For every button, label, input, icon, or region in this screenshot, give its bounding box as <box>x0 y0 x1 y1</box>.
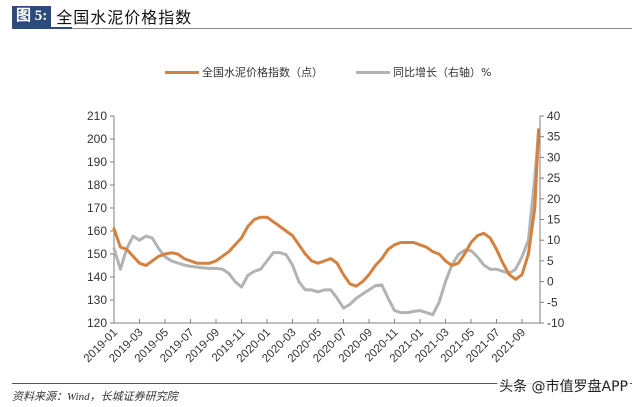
figure-header: 图 5: 全国水泥价格指数 <box>12 5 192 27</box>
left-y-tick-label: 120 <box>87 316 107 330</box>
right-y-tick-label: 15 <box>547 213 561 227</box>
left-y-tick-label: 210 <box>87 109 107 123</box>
left-y-tick-label: 200 <box>87 132 107 146</box>
chart-legend: 全国水泥价格指数（点） 同比增长（右轴）% <box>0 64 640 80</box>
source-note: 资料来源：Wind，长城证券研究院 <box>12 391 178 403</box>
legend-item-index: 全国水泥价格指数（点） <box>165 64 323 80</box>
legend-swatch-orange <box>165 70 199 74</box>
legend-label-index: 全国水泥价格指数（点） <box>202 66 323 79</box>
chart-lines <box>112 128 541 317</box>
right-y-tick-label: 30 <box>547 150 561 164</box>
right-y-tick-label: 40 <box>547 109 561 123</box>
left-y-tick-label: 170 <box>87 201 107 215</box>
header-divider-accent <box>12 27 72 29</box>
right-y-tick-label: -5 <box>547 295 558 309</box>
figure-title: 全国水泥价格指数 <box>56 8 193 27</box>
right-y-tick-label: 35 <box>547 130 561 144</box>
figure-tag: 图 5: <box>12 5 52 27</box>
right-y-tick-label: 20 <box>547 192 561 206</box>
right-y-tick-label: 0 <box>547 275 554 289</box>
left-y-tick-label: 180 <box>87 178 107 192</box>
right-y-tick-label: 25 <box>547 171 561 185</box>
left-y-tick-label: 150 <box>87 247 107 261</box>
chart-axes: 120 130 140 150 160 170 180 190 200 210 -10 -5 0 5 10 1… <box>82 109 565 365</box>
legend-label-yoy: 同比增长（右轴）% <box>393 66 492 79</box>
header-divider <box>12 28 632 29</box>
left-y-tick-label: 160 <box>87 224 107 238</box>
series-line-price-index <box>112 128 541 288</box>
left-y-tick-label: 130 <box>87 293 107 307</box>
footer-divider <box>12 383 632 384</box>
legend-item-yoy: 同比增长（右轴）% <box>356 64 491 80</box>
legend-swatch-gray <box>356 70 390 74</box>
left-y-tick-label: 140 <box>87 270 107 284</box>
watermark: 头条 @市值罗盘APP <box>497 376 630 396</box>
right-y-tick-label: 10 <box>547 233 561 247</box>
left-y-tick-label: 190 <box>87 155 107 169</box>
right-y-tick-label: 5 <box>547 254 554 268</box>
series-line-yoy-growth <box>112 128 541 317</box>
right-y-tick-label: -10 <box>547 316 565 330</box>
